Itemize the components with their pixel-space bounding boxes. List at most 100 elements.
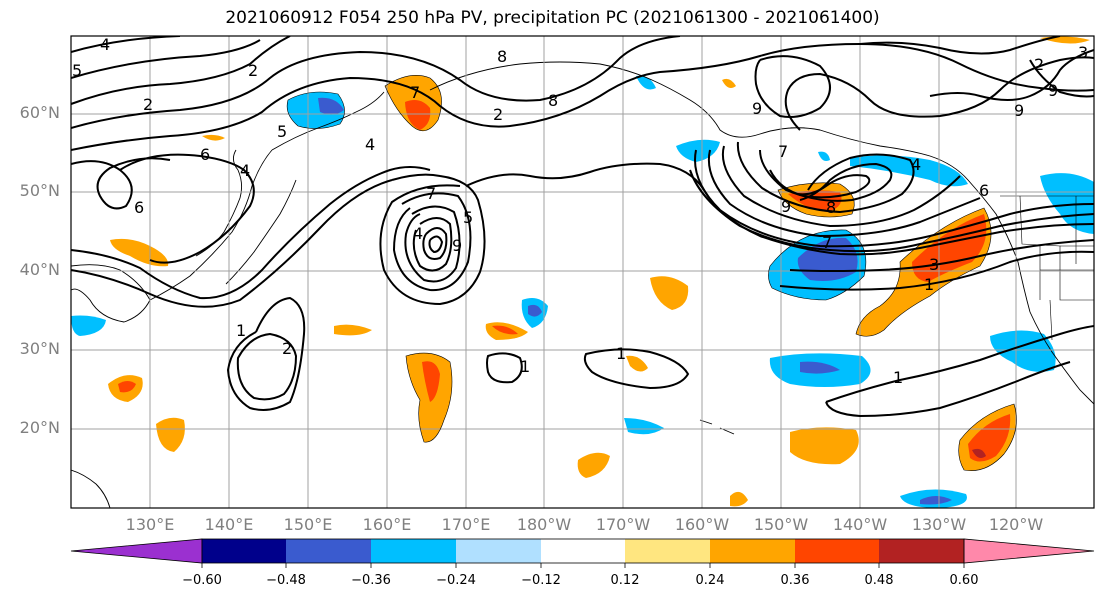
- colorbar-tick-label: −0.36: [351, 573, 391, 588]
- contour-label: 8: [497, 47, 507, 66]
- contour-label: 9: [452, 236, 462, 255]
- colorbar-bin: [879, 539, 964, 563]
- contour-label: 1: [616, 344, 626, 363]
- contour-label: 5: [277, 122, 287, 141]
- colorbar-tick-label: −0.12: [521, 573, 561, 588]
- precip-negative-area: [71, 315, 106, 336]
- contour-label: 1: [924, 275, 934, 294]
- colorbar-tick-label: 0.12: [610, 573, 640, 588]
- precip-strong-area: [492, 325, 518, 335]
- contour-label: 5: [463, 208, 473, 227]
- colorbar-bin: [541, 539, 625, 563]
- precip-strong-area: [405, 100, 431, 130]
- colorbar-bin: [625, 539, 710, 563]
- contour-label: 9: [781, 197, 791, 216]
- lon-label: 130°W: [911, 515, 967, 534]
- colorbar-bin: [286, 539, 371, 563]
- colorbar-bin: [371, 539, 456, 563]
- shading-outlines: [286, 75, 1017, 471]
- lon-label: 140°W: [832, 515, 888, 534]
- lat-label: 40°N: [19, 260, 60, 279]
- contour-label: 1: [893, 368, 903, 387]
- pv-contours: [71, 36, 1094, 418]
- contour-label: 2: [248, 61, 258, 80]
- colorbar-frame: [201, 538, 965, 564]
- contour-label: 2: [282, 339, 292, 358]
- precip-negative-area: [636, 75, 656, 90]
- precip-strong-area: [422, 361, 440, 402]
- colorbar-tick-label: −0.60: [182, 573, 222, 588]
- precip-positive-area: [790, 427, 859, 465]
- precip-negative-area: [1040, 173, 1094, 234]
- lon-label: 130°E: [125, 515, 175, 534]
- colorbar-tick-label: −0.48: [266, 573, 306, 588]
- lon-label: 160°E: [362, 515, 412, 534]
- lat-label: 20°N: [19, 418, 60, 437]
- precip-positive-area: [577, 452, 610, 478]
- lon-label: 160°W: [674, 515, 730, 534]
- contour-label: 5: [72, 61, 82, 80]
- colorbar-bin: [710, 539, 795, 563]
- contour-label: 2: [143, 95, 153, 114]
- contour-label: 8: [548, 91, 558, 110]
- contour-label: 4: [240, 161, 250, 180]
- contour-label: 7: [410, 83, 420, 102]
- map-frame: [70, 35, 1095, 509]
- colorbar-tick-label: 0.60: [949, 573, 979, 588]
- contour-label: 6: [200, 145, 210, 164]
- precip-positive-area: [650, 276, 689, 310]
- contour-label: 2: [493, 105, 503, 124]
- contour-label: 3: [929, 255, 939, 274]
- contour-label: 4: [365, 135, 375, 154]
- colorbar-tick-label: −0.24: [436, 573, 476, 588]
- colorbar-bin: [202, 539, 286, 563]
- precip-positive-area: [202, 134, 225, 141]
- colorbar-extend-low: [70, 538, 203, 564]
- precip-strong-negative-area: [920, 496, 952, 505]
- precip-positive-area: [110, 238, 169, 267]
- lon-label: 180°W: [516, 515, 572, 534]
- lon-label: 140°E: [204, 515, 254, 534]
- lon-label: 120°W: [988, 515, 1044, 534]
- lon-label: 170°W: [595, 515, 651, 534]
- precip-positive-area: [334, 324, 372, 336]
- colorbar-extend-high: [963, 538, 1095, 564]
- lon-label: 170°E: [441, 515, 491, 534]
- contour-label: 8: [826, 198, 836, 217]
- contour-label: 4: [911, 155, 921, 174]
- lon-label: 150°W: [753, 515, 809, 534]
- lat-label: 30°N: [19, 339, 60, 358]
- precip-strong-negative-area: [528, 304, 542, 317]
- contour-label: 2: [1034, 55, 1044, 74]
- colorbar-tick-label: 0.24: [695, 573, 725, 588]
- contour-label: 6: [134, 198, 144, 217]
- precip-positive-area: [730, 491, 748, 507]
- lat-label: 50°N: [19, 181, 60, 200]
- lat-label: 60°N: [19, 103, 60, 122]
- contour-label: 6: [979, 181, 989, 200]
- contour-label: 9: [1048, 81, 1058, 100]
- colorbar-bin: [795, 539, 879, 563]
- precip-strong-negative-area: [318, 97, 344, 115]
- graticule: [71, 36, 1094, 508]
- contour-label: 1: [520, 357, 530, 376]
- lon-label: 150°E: [283, 515, 333, 534]
- colorbar-bin: [456, 539, 541, 563]
- contour-label: 7: [822, 233, 832, 252]
- precip-negative-area: [818, 151, 830, 161]
- precip-positive-area: [156, 417, 185, 452]
- precip-strong-area: [118, 381, 136, 393]
- contour-label: 3: [1078, 43, 1088, 62]
- contour-label: 4: [100, 35, 110, 54]
- precip-strong-area: [972, 448, 986, 458]
- contour-labels: 4 2 5 6 4 8 8 2 7 4 9 7 5 9 7 9 8 4 6 3 …: [72, 35, 1088, 387]
- precip-positive-area: [626, 355, 648, 372]
- contour-label: 9: [752, 99, 762, 118]
- precip-strong-negative-area: [800, 361, 840, 374]
- colorbar-tick-label: 0.48: [864, 573, 894, 588]
- contour-label: 1: [236, 321, 246, 340]
- contour-label: 7: [426, 184, 436, 203]
- colorbar-tick-label: 0.36: [780, 573, 810, 588]
- precip-negative-area: [624, 418, 664, 435]
